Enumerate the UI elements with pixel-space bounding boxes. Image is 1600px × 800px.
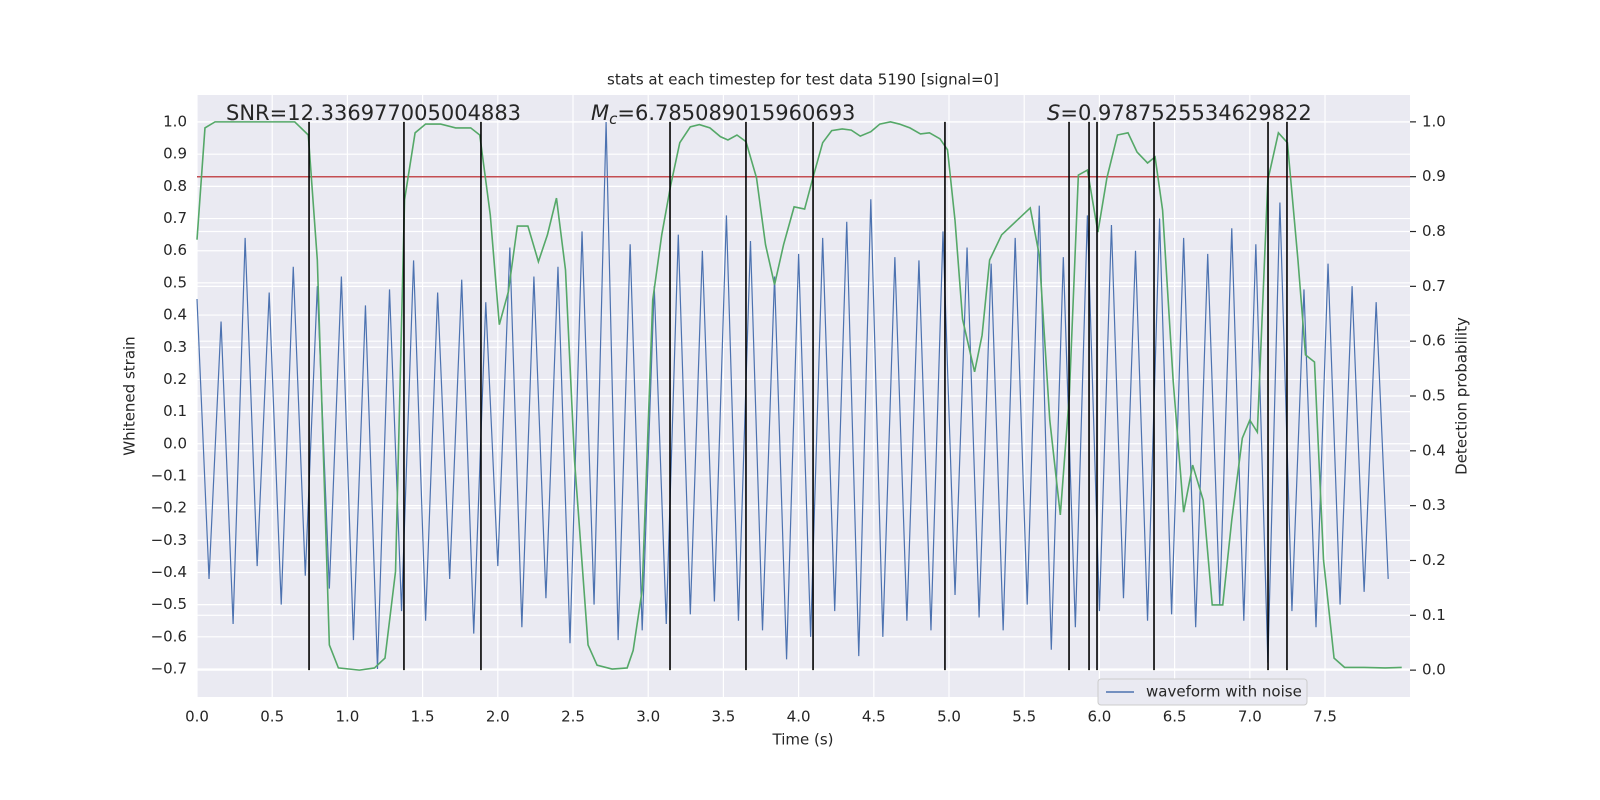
y2-tick-label: 0.0 bbox=[1422, 661, 1446, 679]
y-tick-label: −0.4 bbox=[151, 563, 187, 581]
data-line bbox=[196, 122, 1389, 670]
annotation-subscript: c bbox=[609, 110, 618, 128]
y2-tick-label: 0.6 bbox=[1422, 332, 1446, 350]
y-tick-label: 1.0 bbox=[163, 113, 187, 131]
y2-tick-label: 0.3 bbox=[1422, 496, 1446, 514]
y2-tick-label: 0.4 bbox=[1422, 441, 1446, 459]
y-tick-label: −0.7 bbox=[151, 660, 187, 678]
legend-box bbox=[1097, 678, 1308, 706]
annotation: SNR=12.336977005004883 bbox=[226, 101, 521, 125]
y2-tick-label: 0.1 bbox=[1422, 606, 1446, 624]
y2-tick-label: 0.7 bbox=[1422, 277, 1446, 295]
y-tick-label: −0.5 bbox=[151, 595, 187, 613]
y-tick-label: 0.7 bbox=[163, 209, 187, 227]
x-tick-label: 2.5 bbox=[561, 708, 585, 726]
x-tick-label: 1.5 bbox=[411, 708, 435, 726]
x-tick-label: 7.0 bbox=[1238, 708, 1262, 726]
legend-label: waveform with noise bbox=[1146, 683, 1302, 701]
y-tick-label: 0.0 bbox=[163, 434, 187, 452]
x-axis-label: Time (s) bbox=[772, 731, 834, 749]
x-tick-label: 4.0 bbox=[787, 708, 811, 726]
y-tick-label: 0.9 bbox=[163, 145, 187, 163]
annotation-symbol: M bbox=[591, 101, 609, 125]
x-tick-label: 7.5 bbox=[1313, 708, 1337, 726]
y-axis-label: Whitened strain bbox=[121, 336, 139, 455]
x-tick-label: 6.0 bbox=[1087, 708, 1111, 726]
y2-tick-label: 0.5 bbox=[1422, 387, 1446, 405]
x-tick-label: 4.5 bbox=[862, 708, 886, 726]
y-tick-label: −0.1 bbox=[151, 466, 187, 484]
annotation: Mc=6.785089015960693 bbox=[591, 101, 855, 128]
y2-tick-label: 0.8 bbox=[1422, 222, 1446, 240]
y2-tick-label: 0.9 bbox=[1422, 167, 1446, 185]
annotation-text: SNR=12.336977005004883 bbox=[226, 101, 521, 125]
annotation-text: =6.785089015960693 bbox=[617, 101, 855, 125]
y2-tick-label: 0.2 bbox=[1422, 551, 1446, 569]
y-tick-label: −0.2 bbox=[151, 499, 187, 517]
y-tick-label: 0.2 bbox=[163, 370, 187, 388]
y2-tick-label: 1.0 bbox=[1422, 112, 1446, 130]
x-tick-label: 3.0 bbox=[636, 708, 660, 726]
y-tick-label: −0.3 bbox=[151, 531, 187, 549]
y-tick-label: 0.3 bbox=[163, 338, 187, 356]
annotation: S=0.9787525534629822 bbox=[1047, 101, 1312, 125]
y-tick-label: 0.8 bbox=[163, 177, 187, 195]
x-tick-label: 5.0 bbox=[937, 708, 961, 726]
annotation-text: =0.9787525534629822 bbox=[1060, 101, 1311, 125]
x-tick-label: 0.5 bbox=[260, 708, 284, 726]
x-tick-label: 1.0 bbox=[335, 708, 359, 726]
x-tick-label: 2.0 bbox=[486, 708, 510, 726]
x-tick-label: 3.5 bbox=[711, 708, 735, 726]
y-tick-label: −0.6 bbox=[151, 627, 187, 645]
y2-axis-label: Detection probability bbox=[1453, 317, 1471, 475]
data-line bbox=[196, 121, 1402, 671]
annotation-symbol: S bbox=[1047, 101, 1060, 125]
y-tick-label: 0.4 bbox=[163, 306, 187, 324]
y-tick-label: 0.6 bbox=[163, 241, 187, 259]
y-tick-label: 0.5 bbox=[163, 273, 187, 291]
chart-title: stats at each timestep for test data 519… bbox=[607, 71, 999, 89]
x-tick-label: 6.5 bbox=[1163, 708, 1187, 726]
x-tick-label: 5.5 bbox=[1012, 708, 1036, 726]
x-tick-label: 0.0 bbox=[185, 708, 209, 726]
y-tick-label: 0.1 bbox=[163, 402, 187, 420]
